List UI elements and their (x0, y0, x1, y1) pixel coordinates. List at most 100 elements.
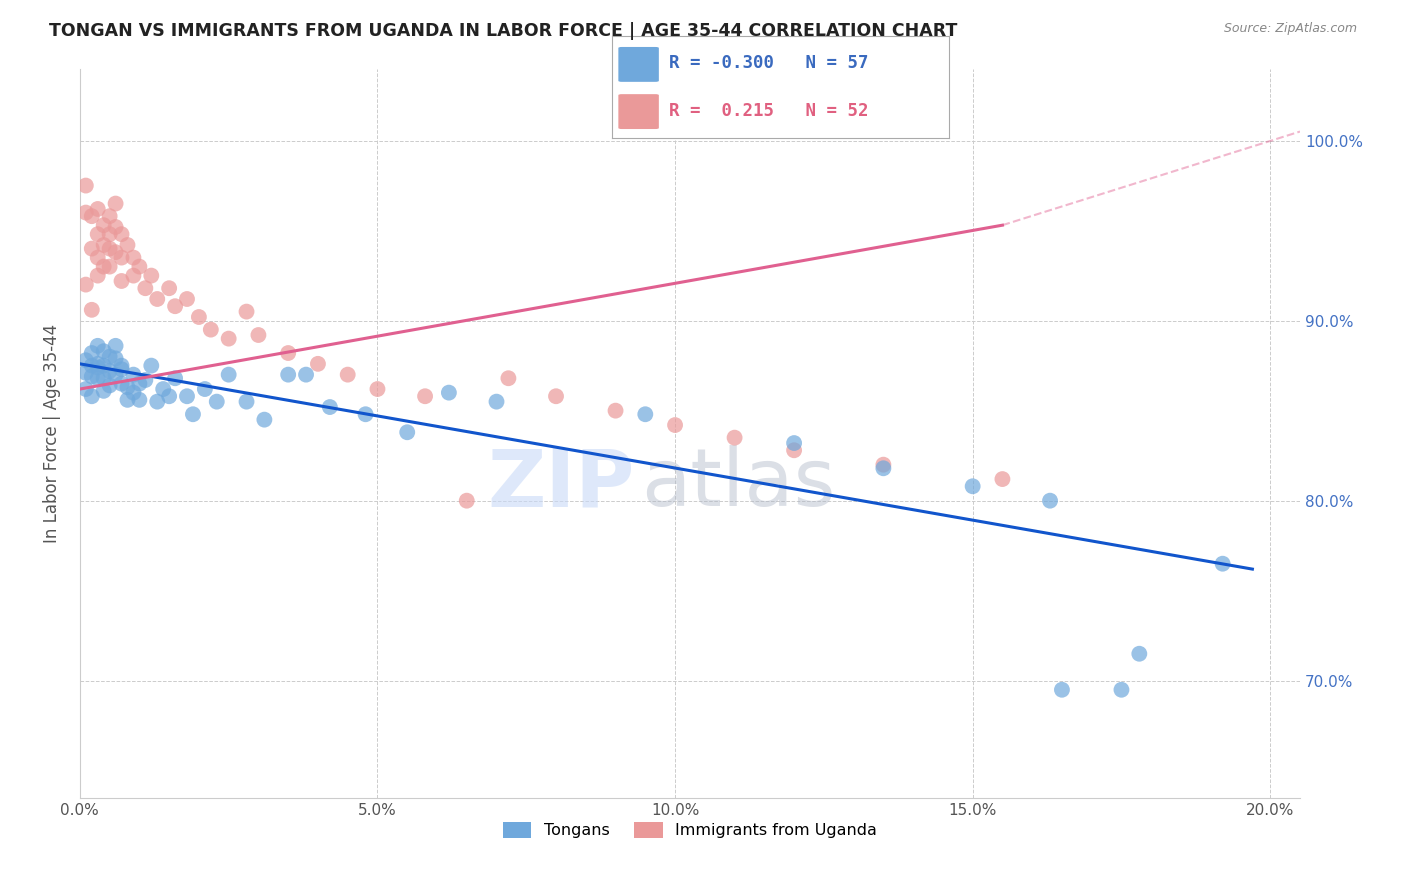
Point (134, 373, 156, 387)
Point (93, 238, 115, 252)
Point (80, 302, 103, 317)
Point (117, 380, 139, 394)
Point (146, 292, 169, 306)
Point (1050, 682, 1073, 697)
Point (235, 304, 257, 318)
Point (87, 339, 110, 353)
Text: TONGAN VS IMMIGRANTS FROM UGANDA IN LABOR FORCE | AGE 35-44 CORRELATION CHART: TONGAN VS IMMIGRANTS FROM UGANDA IN LABO… (49, 22, 957, 40)
Point (962, 479, 984, 493)
Point (110, 274, 132, 288)
Text: Source: ZipAtlas.com: Source: ZipAtlas.com (1223, 22, 1357, 36)
Point (783, 443, 806, 458)
Point (176, 389, 198, 403)
Point (218, 368, 240, 382)
Point (634, 407, 657, 421)
Point (485, 394, 508, 409)
Point (991, 472, 1014, 486)
Point (319, 400, 342, 414)
Point (783, 436, 806, 450)
Point (146, 394, 169, 409)
Point (872, 458, 894, 472)
Point (80, 359, 103, 373)
Point (277, 368, 299, 382)
Point (93, 384, 115, 398)
Point (75, 178, 97, 193)
Point (122, 251, 145, 265)
Point (1111, 682, 1133, 697)
Point (104, 196, 127, 211)
Point (87, 202, 110, 216)
Point (723, 431, 745, 445)
Point (336, 368, 359, 382)
Point (307, 357, 329, 371)
Point (128, 392, 150, 407)
Point (80, 389, 103, 403)
Point (1212, 557, 1234, 571)
Point (75, 353, 97, 368)
Point (80, 369, 103, 384)
Point (165, 371, 187, 385)
Point (122, 268, 145, 283)
Point (98, 242, 121, 256)
Text: R = -0.300   N = 57: R = -0.300 N = 57 (669, 54, 869, 72)
Point (87, 268, 110, 283)
Point (110, 362, 132, 376)
Point (122, 385, 145, 400)
Point (181, 407, 204, 421)
Point (87, 360, 110, 375)
Point (366, 382, 388, 396)
Text: R =  0.215   N = 52: R = 0.215 N = 52 (669, 102, 869, 120)
FancyBboxPatch shape (619, 47, 659, 82)
Point (110, 376, 132, 391)
Text: atlas: atlas (641, 445, 835, 524)
Point (413, 389, 436, 403)
Point (75, 382, 97, 396)
Point (117, 392, 139, 407)
FancyBboxPatch shape (619, 95, 659, 129)
Y-axis label: In Labor Force | Age 35-44: In Labor Force | Age 35-44 (44, 324, 60, 542)
Point (93, 260, 115, 274)
Point (253, 412, 276, 426)
Point (165, 299, 187, 313)
Point (98, 350, 121, 364)
Point (354, 407, 377, 421)
Point (87, 357, 110, 371)
Point (134, 281, 156, 295)
Point (98, 227, 121, 242)
Point (104, 368, 127, 382)
Point (187, 310, 209, 324)
Point (93, 344, 115, 359)
Point (75, 366, 97, 380)
Point (456, 493, 478, 508)
Point (75, 205, 97, 219)
Point (75, 277, 97, 292)
Point (80, 242, 103, 256)
Point (87, 251, 110, 265)
Point (104, 339, 127, 353)
Point (128, 376, 150, 391)
Point (117, 238, 139, 252)
Point (98, 378, 121, 392)
Point (157, 281, 180, 295)
Point (104, 351, 127, 366)
Point (295, 368, 318, 382)
Point (110, 359, 132, 373)
Point (544, 389, 567, 403)
Point (87, 227, 110, 242)
Point (93, 218, 115, 232)
Point (80, 209, 103, 223)
Point (98, 209, 121, 223)
Point (498, 371, 520, 385)
Point (152, 382, 174, 396)
Point (87, 371, 110, 385)
Point (872, 461, 894, 475)
Point (157, 389, 180, 403)
Point (218, 332, 240, 346)
Point (1039, 493, 1062, 508)
Point (122, 368, 145, 382)
Point (605, 403, 627, 417)
Point (396, 425, 419, 440)
Point (93, 371, 115, 385)
Point (98, 260, 121, 274)
Point (110, 227, 132, 242)
